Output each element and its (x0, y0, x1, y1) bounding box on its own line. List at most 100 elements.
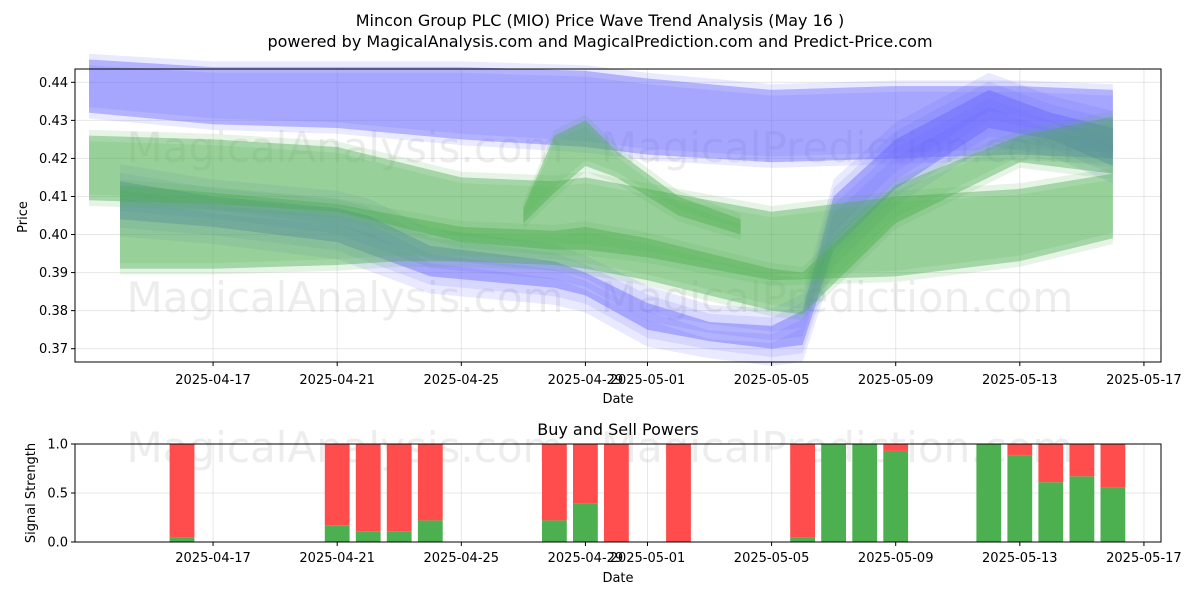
signal-y-tick-label: 0.0 (47, 536, 68, 551)
signal-x-tick-label: 2025-05-17 (1106, 551, 1182, 566)
sell-bar (666, 444, 691, 542)
signal-bars (169, 444, 1126, 542)
watermark-prediction-top: MagicalPrediction.com (601, 123, 1074, 172)
buy-bar (821, 444, 846, 542)
sell-bar (1038, 444, 1064, 483)
wave-band-3-layer-1 (120, 110, 1113, 309)
buy-bar (417, 520, 443, 542)
sell-bar (1007, 444, 1033, 456)
price-y-tick-label: 0.44 (39, 76, 68, 91)
wave-band-1-layer-0 (120, 89, 1113, 349)
buy-bar (976, 444, 1002, 542)
watermark-analysis-mid: MagicalAnalysis.com (127, 273, 564, 322)
price-plot-area (75, 69, 1161, 362)
sell-bar (169, 444, 195, 538)
sell-bar (604, 444, 629, 542)
wave-band-4-layer-1 (523, 114, 741, 229)
wave-band-2-layer-1 (89, 129, 1113, 275)
price-y-tick-label: 0.43 (39, 114, 68, 129)
price-x-tick-label: 2025-04-17 (175, 373, 251, 388)
signal-panel: Buy and Sell Powers MagicalAnalysis.com … (24, 420, 1182, 586)
price-y-tick-label: 0.40 (39, 228, 68, 243)
watermark-analysis-top: MagicalAnalysis.com (127, 123, 564, 172)
price-y-tick-label: 0.42 (39, 152, 68, 167)
buy-bar (386, 531, 412, 542)
sell-bar (1100, 444, 1126, 488)
wave-band-1-layer-4 (120, 107, 1113, 366)
wave-band-2-layer-0 (89, 135, 1113, 281)
signal-x-tick-label: 2025-04-25 (424, 551, 500, 566)
signal-y-ticks: 0.0 0.5 1.0 (47, 438, 75, 551)
sell-bar (1069, 444, 1095, 477)
price-y-tick-label: 0.38 (39, 304, 68, 319)
signal-x-tick-label: 2025-04-17 (175, 551, 251, 566)
sell-bar (883, 444, 909, 451)
signal-panel-title: Buy and Sell Powers (537, 420, 699, 439)
buy-bar (790, 537, 815, 542)
price-x-tick-label: 2025-05-13 (982, 373, 1058, 388)
price-y-tick-label: 0.39 (39, 266, 68, 281)
signal-x-tick-label: 2025-04-29 (548, 551, 624, 566)
wave-band-3-layer-0 (120, 116, 1113, 315)
price-x-tick-label: 2025-05-05 (734, 373, 810, 388)
wave-band-2-layer-2 (89, 141, 1113, 286)
sell-bar (355, 444, 381, 532)
signal-x-tick-label: 2025-05-09 (858, 551, 934, 566)
price-grid (75, 69, 1161, 362)
signal-y-tick-label: 0.5 (47, 487, 68, 502)
chart-title: Mincon Group PLC (MIO) Price Wave Trend … (356, 11, 845, 30)
wave-band-4-layer-2 (523, 126, 741, 241)
price-x-tick-label: 2025-05-09 (858, 373, 934, 388)
price-y-tick-label: 0.37 (39, 342, 68, 357)
price-plot-frame (74, 68, 1162, 363)
signal-x-axis-label: Date (602, 571, 633, 586)
price-y-ticks: 0.37 0.38 0.39 0.40 0.41 0.42 0.43 0.44 (39, 76, 75, 357)
sell-bar (542, 444, 567, 521)
price-y-tick-label: 0.41 (39, 190, 68, 205)
wave-band-1-layer-3 (120, 72, 1113, 332)
price-x-axis-label: Date (602, 392, 633, 407)
price-x-ticks: 2025-04-17 2025-04-21 2025-04-25 2025-04-29… (175, 362, 1182, 388)
sell-bar (790, 444, 815, 538)
signal-x-tick-label: 2025-05-05 (734, 551, 810, 566)
price-y-axis-label: Price (16, 201, 31, 233)
wave-band-0-layer-2 (89, 65, 1113, 168)
price-x-tick-label: 2025-04-25 (424, 373, 500, 388)
buy-bar (1100, 487, 1126, 542)
buy-bar (883, 450, 909, 542)
wave-band-1-layer-2 (120, 98, 1113, 358)
buy-bar (573, 503, 598, 542)
buy-bar (169, 537, 195, 542)
chart-subtitle: powered by MagicalAnalysis.com and Magic… (267, 32, 932, 51)
signal-x-tick-label: 2025-05-13 (982, 551, 1058, 566)
price-x-tick-label: 2025-04-29 (548, 373, 624, 388)
price-x-tick-label: 2025-04-21 (299, 373, 375, 388)
buy-bar (1007, 455, 1033, 542)
buy-bar (1069, 476, 1095, 542)
wave-band-3-layer-2 (120, 122, 1113, 321)
wave-band-0-layer-0 (89, 59, 1113, 163)
signal-x-tick-label: 2025-04-21 (299, 551, 375, 566)
signal-y-axis-label: Signal Strength (24, 443, 39, 543)
signal-x-tick-label: 2025-05-01 (610, 551, 686, 566)
buy-bar (355, 531, 381, 542)
sell-bar (417, 444, 443, 521)
buy-bar (324, 525, 350, 542)
price-wave-bands (89, 53, 1113, 366)
price-x-tick-label: 2025-05-01 (610, 373, 686, 388)
buy-bar (852, 444, 878, 542)
sell-bar (573, 444, 598, 504)
wave-band-4-layer-0 (523, 120, 741, 235)
signal-y-tick-label: 1.0 (47, 438, 68, 453)
watermark-prediction-mid: MagicalPrediction.com (601, 273, 1074, 322)
buy-bar (542, 520, 567, 542)
sell-bar (386, 444, 412, 532)
wave-band-0-layer-1 (89, 53, 1113, 157)
price-panel: MagicalAnalysis.com MagicalPrediction.co… (16, 53, 1182, 407)
price-x-tick-label: 2025-05-17 (1106, 373, 1182, 388)
buy-bar (1038, 482, 1064, 542)
signal-x-ticks: 2025-04-17 2025-04-21 2025-04-25 2025-04-29… (175, 542, 1182, 566)
sell-bar (324, 444, 350, 526)
wave-band-1-layer-1 (120, 81, 1113, 341)
